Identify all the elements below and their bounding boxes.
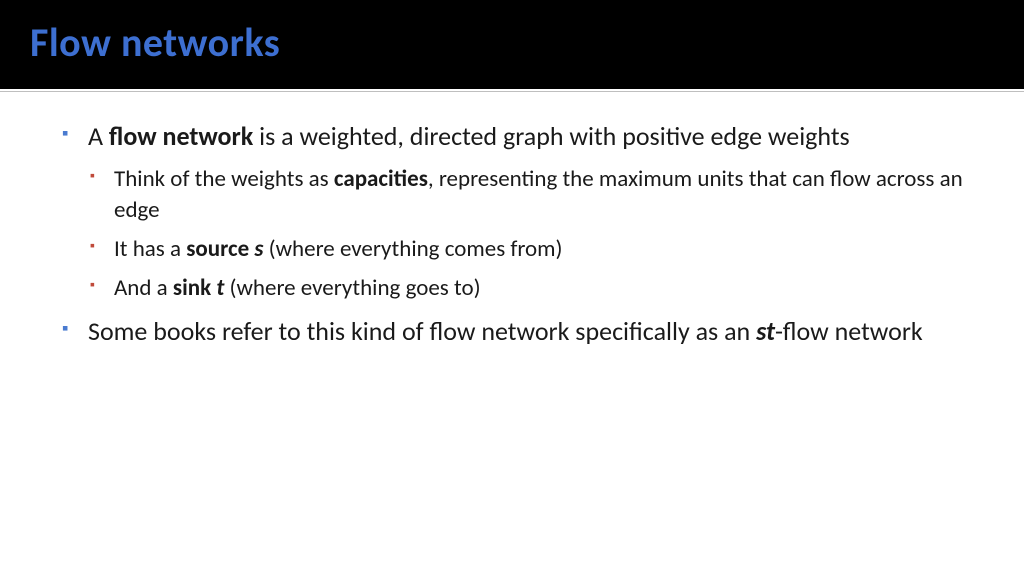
text-run: is a weighted, directed graph with posit… <box>253 120 849 152</box>
bullet-item-l1: A flow network is a weighted, directed g… <box>60 119 964 304</box>
text-run: And a <box>114 274 173 302</box>
text-run: (where everything goes to) <box>224 274 480 302</box>
bullet-list-l1: A flow network is a weighted, directed g… <box>60 119 964 349</box>
title-bar: Flow networks <box>0 0 1024 89</box>
bullet-list-l2: Think of the weights as capacities, repr… <box>88 164 964 304</box>
bullet-item-l2: And a sink t (where everything goes to) <box>88 273 964 304</box>
bullet-item-l2: Think of the weights as capacities, repr… <box>88 164 964 226</box>
text-run: Think of the weights as <box>114 165 334 193</box>
bullet-item-l2: It has a source s (where everything come… <box>88 234 964 265</box>
text-run: source <box>186 235 254 263</box>
text-run: flow network <box>109 120 253 152</box>
text-run: -flow network <box>775 315 923 347</box>
text-run: st <box>756 315 775 347</box>
bullet-item-l1: Some books refer to this kind of flow ne… <box>60 314 964 349</box>
text-run: Some books refer to this kind of flow ne… <box>88 315 756 347</box>
slide-title: Flow networks <box>30 18 994 67</box>
text-run: A <box>88 120 109 152</box>
slide: Flow networks A flow network is a weight… <box>0 0 1024 576</box>
text-run: It has a <box>114 235 186 263</box>
text-run: (where everything comes from) <box>263 235 562 263</box>
slide-body: A flow network is a weighted, directed g… <box>0 93 1024 359</box>
text-run: sink <box>173 274 216 302</box>
text-run: capacities <box>334 165 428 193</box>
